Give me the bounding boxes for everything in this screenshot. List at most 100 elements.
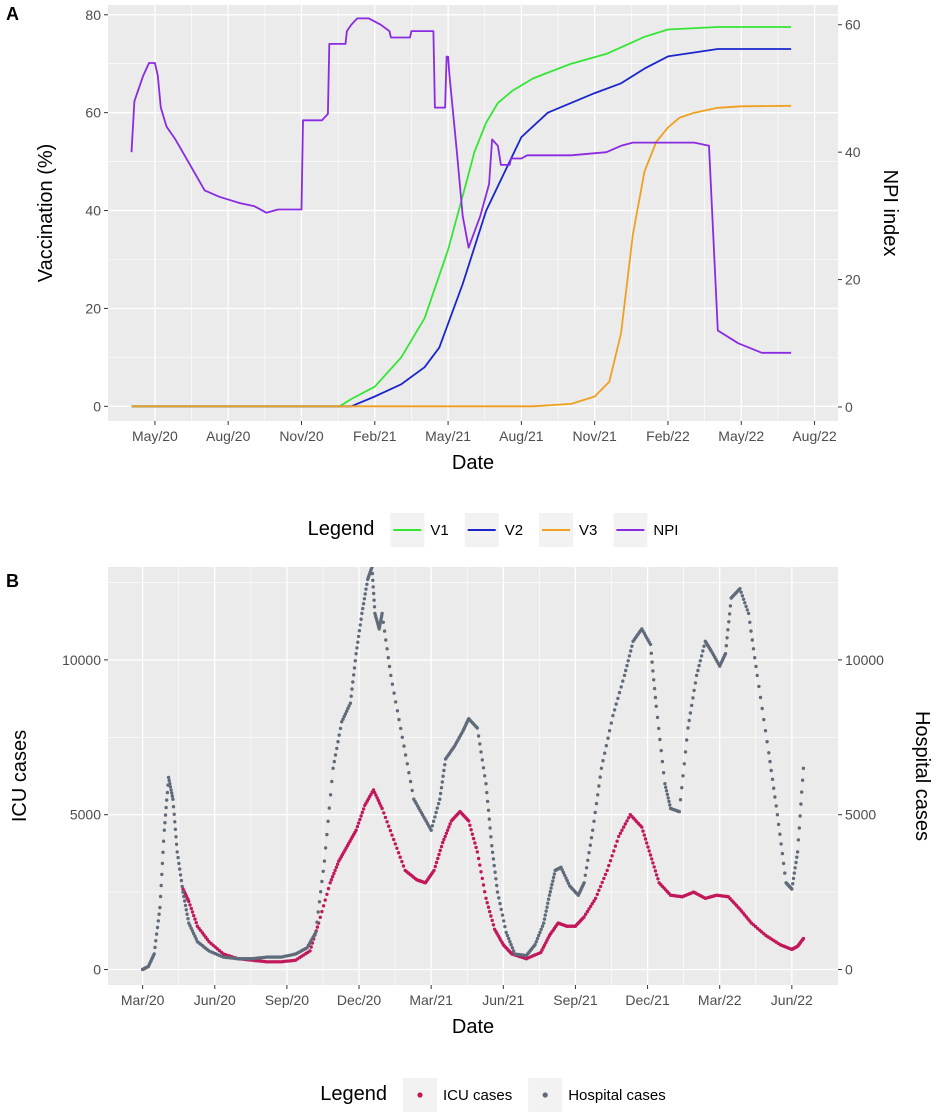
panel-b-label: B xyxy=(6,571,19,591)
y-tick-label: 20 xyxy=(85,300,101,316)
data-point-icu-cases xyxy=(473,841,477,845)
data-point-hospital-cases xyxy=(741,597,746,601)
data-point-icu-cases xyxy=(438,848,442,853)
data-point-icu-cases xyxy=(597,888,601,892)
data-point-hospital-cases xyxy=(775,813,780,817)
data-point-icu-cases xyxy=(478,863,482,867)
data-point-hospital-cases xyxy=(330,779,334,784)
data-point-hospital-cases xyxy=(508,940,512,944)
data-point-hospital-cases xyxy=(658,737,662,742)
data-point-icu-cases xyxy=(613,844,618,848)
data-point-hospital-cases xyxy=(168,785,173,789)
y2-tick-label: 0 xyxy=(845,962,853,978)
data-point-icu-cases xyxy=(308,949,312,953)
data-point-hospital-cases xyxy=(182,894,186,899)
data-point-icu-cases xyxy=(481,883,486,887)
data-point-icu-cases xyxy=(468,823,472,827)
data-point-icu-cases xyxy=(652,865,656,869)
data-point-icu-cases xyxy=(385,820,389,824)
data-point-hospital-cases xyxy=(478,742,482,746)
panel-a-label: A xyxy=(6,4,19,24)
data-point-icu-cases xyxy=(441,840,445,845)
data-point-hospital-cases xyxy=(392,691,396,695)
data-point-hospital-cases xyxy=(345,709,349,713)
x-tick-label: Nov/21 xyxy=(572,428,617,444)
data-point-hospital-cases xyxy=(765,740,769,744)
data-point-hospital-cases xyxy=(183,899,187,903)
y-tick-label: 5000 xyxy=(70,807,101,823)
data-point-hospital-cases xyxy=(599,766,604,770)
data-point-hospital-cases xyxy=(158,894,163,899)
data-point-icu-cases xyxy=(433,864,437,869)
y-tick-label: 0 xyxy=(93,962,101,978)
data-point-hospital-cases xyxy=(352,673,356,677)
data-point-icu-cases xyxy=(653,869,658,873)
data-point-icu-cases xyxy=(358,817,362,822)
data-point-hospital-cases xyxy=(589,836,594,840)
legend-label-v2: V2 xyxy=(505,522,523,539)
data-point-hospital-cases xyxy=(686,726,690,730)
data-point-hospital-cases xyxy=(651,669,655,673)
data-point-hospital-cases xyxy=(743,601,747,605)
data-point-icu-cases xyxy=(360,810,364,815)
data-point-hospital-cases xyxy=(319,890,323,894)
data-point-icu-cases xyxy=(434,860,439,865)
data-point-hospital-cases xyxy=(751,647,756,651)
y2-axis-title: Hospital cases xyxy=(911,711,933,841)
data-point-hospital-cases xyxy=(161,839,166,843)
data-point-hospital-cases xyxy=(543,913,547,917)
data-point-hospital-cases xyxy=(333,753,338,757)
x-tick-label: Dec/21 xyxy=(625,992,670,1008)
data-point-icu-cases xyxy=(442,837,446,842)
data-point-hospital-cases xyxy=(688,711,693,715)
data-point-icu-cases xyxy=(469,828,473,832)
data-point-icu-cases xyxy=(445,828,450,832)
data-point-icu-cases xyxy=(323,898,327,902)
x-tick-label: Mar/20 xyxy=(121,992,165,1008)
data-point-hospital-cases xyxy=(171,797,175,801)
data-point-hospital-cases xyxy=(630,644,634,648)
data-point-icu-cases xyxy=(489,914,493,918)
data-point-hospital-cases xyxy=(402,744,406,748)
data-point-hospital-cases xyxy=(372,605,377,609)
data-point-hospital-cases xyxy=(193,934,197,938)
data-point-icu-cases xyxy=(329,878,334,882)
data-point-hospital-cases xyxy=(582,881,586,885)
data-point-hospital-cases xyxy=(694,673,699,678)
data-point-icu-cases xyxy=(479,870,483,874)
data-point-hospital-cases xyxy=(772,786,776,790)
data-point-icu-cases xyxy=(626,816,631,820)
data-point-hospital-cases xyxy=(179,878,184,883)
series-line-v3 xyxy=(131,104,792,408)
data-point-hospital-cases xyxy=(399,726,403,731)
data-point-hospital-cases xyxy=(621,679,625,683)
data-point-hospital-cases xyxy=(551,875,556,880)
data-point-hospital-cases xyxy=(491,857,496,861)
data-point-hospital-cases xyxy=(625,663,629,668)
data-point-icu-cases xyxy=(315,925,320,929)
data-point-hospital-cases xyxy=(372,591,376,596)
data-point-icu-cases xyxy=(354,828,358,832)
data-point-hospital-cases xyxy=(550,882,554,887)
data-point-hospital-cases xyxy=(317,900,322,904)
data-point-icu-cases xyxy=(608,859,613,863)
y2-tick-label: 5000 xyxy=(845,807,876,823)
data-point-hospital-cases xyxy=(487,817,491,821)
data-point-icu-cases xyxy=(592,899,596,903)
data-point-hospital-cases xyxy=(693,681,698,685)
data-point-hospital-cases xyxy=(750,638,754,642)
data-point-hospital-cases xyxy=(606,736,610,740)
data-point-hospital-cases xyxy=(500,913,505,917)
x-tick-label: May/22 xyxy=(718,428,764,444)
data-point-icu-cases xyxy=(488,909,492,914)
data-point-icu-cases xyxy=(325,892,329,896)
data-point-icu-cases xyxy=(326,886,331,891)
data-point-hospital-cases xyxy=(407,771,411,775)
data-point-icu-cases xyxy=(600,880,604,885)
data-point-hospital-cases xyxy=(545,905,549,909)
data-point-icu-cases xyxy=(475,850,479,854)
data-point-hospital-cases xyxy=(544,909,548,913)
data-point-hospital-cases xyxy=(739,590,743,594)
data-point-icu-cases xyxy=(318,915,322,919)
data-point-hospital-cases xyxy=(696,668,700,673)
